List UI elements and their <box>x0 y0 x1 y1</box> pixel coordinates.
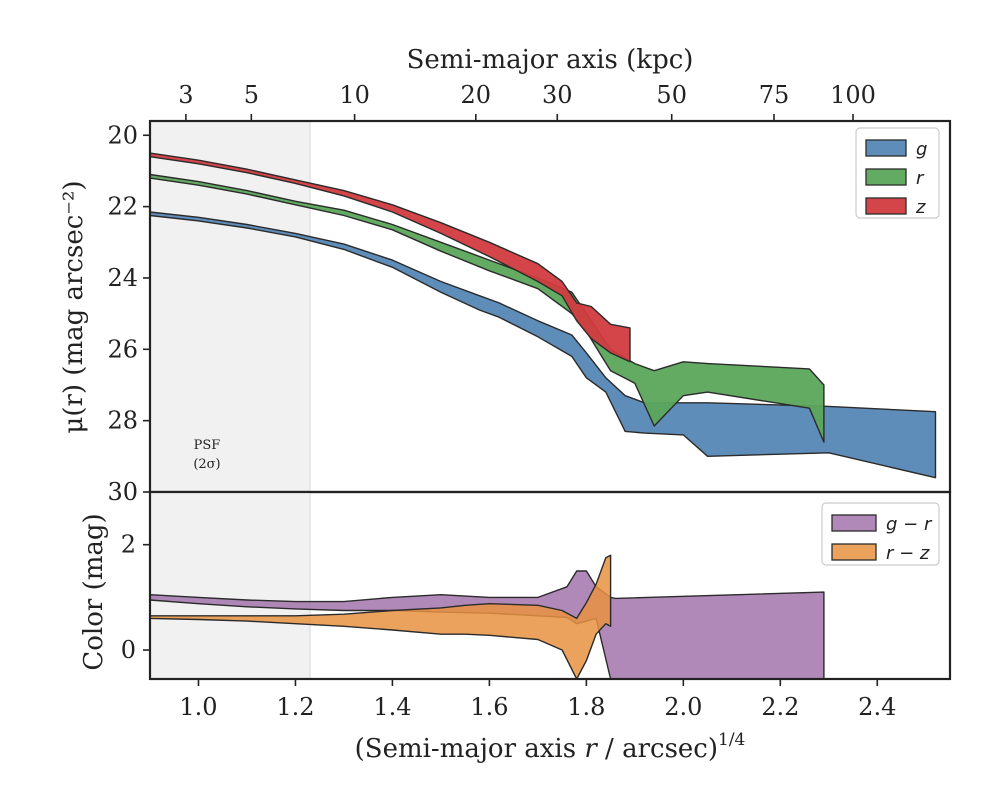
band-legend: grz <box>855 127 940 219</box>
top-x-tick-label: 3 <box>178 81 193 109</box>
legend-label: g − r <box>886 514 933 535</box>
top-x-tick-label: 75 <box>759 81 790 109</box>
legend-swatch <box>865 139 907 157</box>
x-tick-label: 1.4 <box>373 693 411 721</box>
x-axis-ticks: 1.0 1.2 1.4 1.6 1.8 2.0 2.2 2.4 <box>179 679 896 721</box>
color-y-axis-title: Color (mag) <box>79 513 109 670</box>
y-tick-label: 22 <box>107 193 138 221</box>
y-axis-ticks: 20 22 24 26 28 30 <box>107 121 150 506</box>
x-tick-label: 2.2 <box>761 693 799 721</box>
legend-swatch <box>865 168 907 186</box>
top-x-tick-label: 100 <box>830 81 876 109</box>
y-tick-label: 30 <box>107 478 138 506</box>
band-r-minus-z <box>149 554 612 680</box>
y-tick-label: 28 <box>107 407 138 435</box>
y-tick-label: 20 <box>107 121 138 149</box>
top-x-axis-ticks: 3 5 10 20 30 50 75 100 <box>178 81 876 121</box>
band-z <box>149 152 631 363</box>
color-y-tick-label: 2 <box>121 531 136 559</box>
color-y-axis-ticks: 02 <box>121 531 150 664</box>
top-x-tick-label: 10 <box>339 81 370 109</box>
legend-label: g <box>916 139 927 160</box>
band-g <box>149 211 937 479</box>
x-tick-label: 1.6 <box>470 693 508 721</box>
color-panel-frame <box>148 490 952 681</box>
surface-brightness-bands <box>149 152 937 479</box>
x-axis-title: (Semi-major axis r / arcsec)1/4 <box>355 730 746 764</box>
legend-swatch <box>831 543 877 561</box>
psf-label: PSF <box>194 438 221 453</box>
legend-swatch <box>865 197 907 215</box>
x-tick-label: 2.0 <box>664 693 702 721</box>
top-x-tick-label: 20 <box>461 81 492 109</box>
legend-label: r <box>916 168 925 189</box>
top-x-axis-title: Semi-major axis (kpc) <box>407 45 694 75</box>
legend-label: z <box>915 197 926 218</box>
top-x-tick-label: 30 <box>542 81 573 109</box>
x-tick-label: 1.8 <box>567 693 605 721</box>
surface-brightness-panel: PSF (2σ) 20 22 24 26 28 30 3 5 10 20 30 50 75 100 gr… <box>59 45 952 506</box>
psf-region <box>150 492 310 679</box>
legend-swatch <box>831 514 877 532</box>
color-y-tick-label: 0 <box>121 636 136 664</box>
y-tick-label: 24 <box>107 264 138 292</box>
color-panel: 02 1.0 1.2 1.4 1.6 1.8 2.0 2.2 2.4 g − rr − z C… <box>79 490 952 764</box>
top-x-tick-label: 50 <box>656 81 687 109</box>
x-tick-label: 1.2 <box>276 693 314 721</box>
color-legend: g − r r − z <box>821 502 940 566</box>
psf-region <box>150 121 310 492</box>
top-x-tick-label: 5 <box>244 81 259 109</box>
y-tick-label: 26 <box>107 335 138 363</box>
y-axis-title: μ(r) (mag arcsec⁻²) <box>59 180 89 433</box>
x-tick-label: 2.4 <box>858 693 896 721</box>
legend-label: r − z <box>886 543 930 564</box>
band-r <box>149 173 825 443</box>
x-tick-label: 1.0 <box>179 693 217 721</box>
psf-sigma-label: (2σ) <box>193 457 220 472</box>
